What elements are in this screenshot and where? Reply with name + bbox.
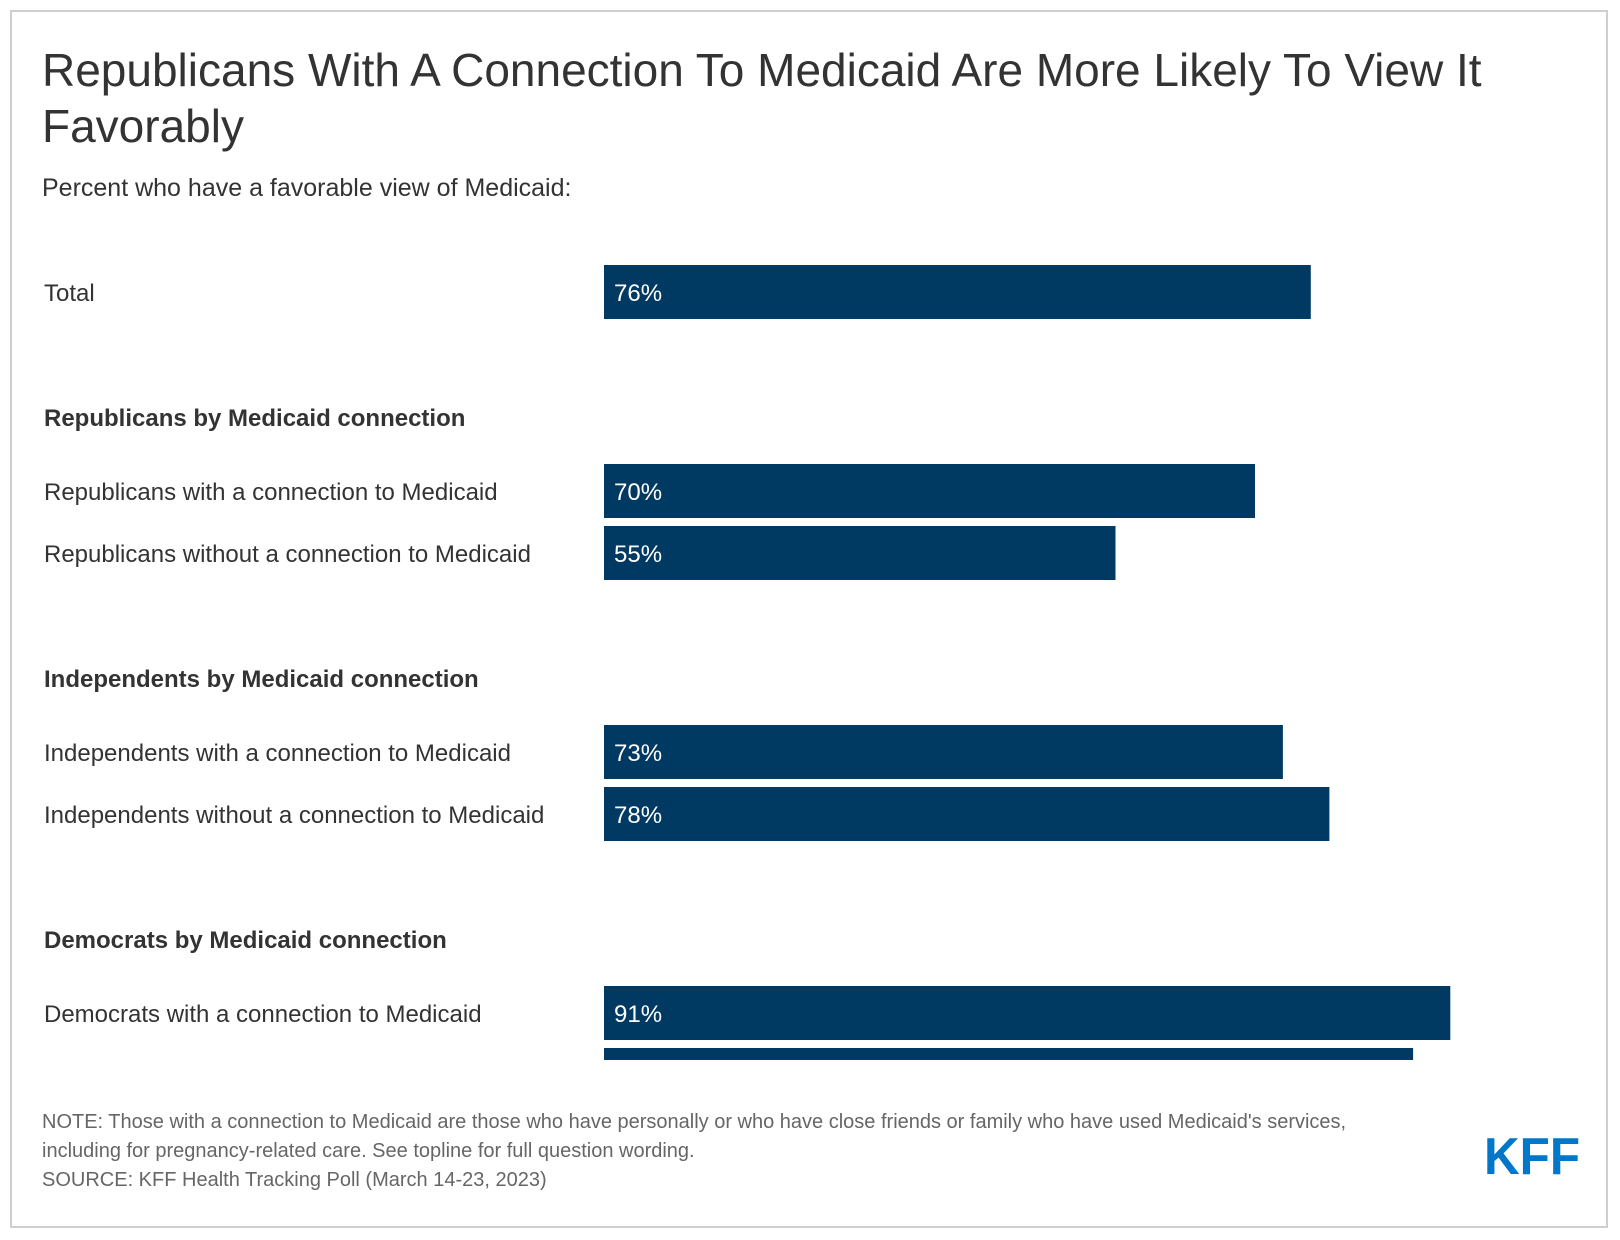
bar-value-label: 55% (614, 541, 662, 568)
category-label: Independents with a connection to Medica… (44, 740, 511, 767)
category-label: Democrats with a connection to Medicaid (44, 1001, 482, 1028)
category-label: Total (44, 280, 95, 307)
note-text-line2: including for pregnancy-related care. Se… (42, 1140, 695, 1162)
chart-title: Republicans With A Connection To Medicai… (42, 44, 1482, 152)
category-label: Republicans without a connection to Medi… (44, 541, 531, 568)
bar (604, 725, 1283, 779)
bar (604, 1048, 1414, 1060)
bar (604, 265, 1311, 319)
kff-logo-text: KFF (1484, 1130, 1580, 1178)
category-label: Independents without a connection to Med… (44, 802, 544, 829)
bar-value-label: 78% (614, 802, 662, 829)
bar (604, 464, 1255, 518)
bar (604, 986, 1451, 1040)
chart-subtitle: Percent who have a favorable view of Med… (42, 174, 572, 202)
bar-chart: Total 76% Republicans by Medicaid connecti… (44, 265, 1451, 1060)
chart-notes: NOTE: Those with a connection to Medicai… (42, 1108, 1512, 1195)
bar (604, 526, 1116, 580)
bar-value-label: 91% (614, 1001, 662, 1028)
kff-logo: KFF (1484, 1130, 1580, 1178)
bar-value-label: 76% (614, 280, 662, 307)
bar (604, 787, 1330, 841)
note-text-line1: NOTE: Those with a connection to Medicai… (42, 1111, 1347, 1133)
group-heading: Republicans by Medicaid connection (44, 405, 465, 432)
bar-value-label: 70% (614, 479, 662, 506)
bar-value-label: 73% (614, 740, 662, 767)
group-heading: Independents by Medicaid connection (44, 666, 479, 693)
source-text: SOURCE: KFF Health Tracking Poll (March … (42, 1169, 547, 1191)
group-heading: Democrats by Medicaid connection (44, 927, 447, 954)
category-label: Republicans with a connection to Medicai… (44, 479, 498, 506)
